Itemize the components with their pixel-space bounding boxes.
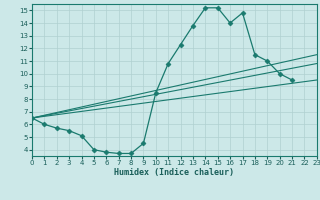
X-axis label: Humidex (Indice chaleur): Humidex (Indice chaleur): [115, 168, 234, 177]
